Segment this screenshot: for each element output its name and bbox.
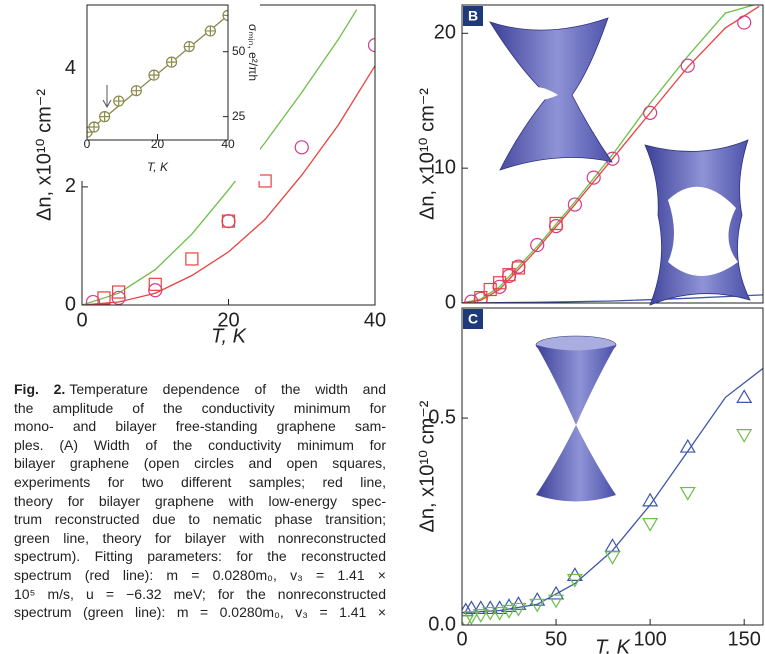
- caption-text: 10⁵ m/s, u = −6.32 meV; for the nonrecon…: [14, 586, 386, 602]
- figure-caption: Fig. 2.Temperature dependence of the wid…: [14, 380, 386, 622]
- x-axis-label: T, K: [595, 636, 631, 654]
- x-tick-label: 20: [151, 137, 165, 151]
- caption-text: Temperature dependence of the width and: [69, 381, 386, 397]
- plot-frame: [462, 308, 763, 625]
- caption-line: spectrum (red line): m = 0.0280m₀, v₃ = …: [14, 566, 386, 585]
- y-tick-label: 4: [65, 57, 76, 79]
- caption-text: bilayer graphene (open circles and open …: [14, 455, 386, 471]
- caption-text: ples. (A) Width of the conductivity mini…: [14, 437, 386, 453]
- caption-text: spectrum (green line): m = 0.0280m₀, v₃ …: [14, 604, 386, 620]
- x-tick-label: 0: [456, 628, 467, 650]
- y-axis-label: Δn, x10¹⁰ cm⁻²: [416, 400, 438, 532]
- caption-line: theory for bilayer graphene with low-ene…: [14, 492, 386, 511]
- y-axis-label: Δn, x10¹⁰ cm⁻²: [416, 88, 438, 220]
- y2-tick-label: 25: [232, 109, 246, 123]
- data-point: [89, 122, 99, 132]
- data-point: [100, 112, 110, 122]
- panel-letter: B: [468, 8, 478, 24]
- y2-axis-label: σₘᵢₙ, e²/πh: [246, 24, 260, 81]
- data-point: [681, 59, 694, 72]
- x-tick-label: 100: [633, 628, 666, 650]
- data-point: [606, 552, 620, 564]
- y-tick-label: 0: [65, 293, 76, 315]
- data-point: [149, 70, 159, 80]
- data-point: [681, 488, 695, 500]
- data-point: [738, 16, 751, 29]
- x-axis-label: T, K: [147, 160, 169, 174]
- data-point: [259, 175, 271, 187]
- caption-line: spectrum (green line): m = 0.0280m₀, v₃ …: [14, 603, 386, 622]
- caption-line: 10⁵ m/s, u = −6.32 meV; for the nonrecon…: [14, 585, 386, 604]
- caption-line: spectrum). Fitting parameters: for the r…: [14, 547, 386, 566]
- data-point: [737, 390, 751, 402]
- y-axis-label: Δn, x10¹⁰ cm⁻²: [33, 89, 55, 221]
- caption-line: ples. (A) Width of the conductivity mini…: [14, 436, 386, 455]
- y-tick-label: 0.0: [428, 613, 456, 635]
- data-point: [184, 42, 194, 52]
- theory-line: [462, 295, 763, 303]
- x-tick-label: 50: [545, 628, 567, 650]
- y2-tick-label: 50: [232, 44, 246, 58]
- x-tick-label: 0: [76, 309, 87, 331]
- caption-text: spectrum (red line): m = 0.0280m₀, v₃ = …: [14, 567, 386, 583]
- caption-line: green line, theory for bilayer with nonr…: [14, 529, 386, 548]
- y-tick-label: 2: [65, 175, 76, 197]
- caption-line: the amplitude of the conductivity minimu…: [14, 399, 386, 418]
- data-point: [737, 430, 751, 442]
- caption-text: experiments for two different samples; r…: [14, 474, 386, 490]
- panel-letter: C: [468, 311, 478, 327]
- caption-line: trum reconstructed due to nematic phase …: [14, 510, 386, 529]
- caption-label: Fig. 2.: [14, 381, 65, 397]
- cone-lower: [536, 425, 616, 502]
- data-point: [295, 141, 308, 154]
- caption-text: spectrum). Fitting parameters: for the r…: [14, 548, 386, 564]
- y-tick-label: 0: [445, 291, 456, 313]
- data-point: [167, 57, 177, 67]
- cone-upper: [536, 345, 616, 425]
- series-group: [459, 368, 763, 627]
- data-point: [222, 215, 235, 228]
- x-axis-label: T, K: [211, 325, 247, 347]
- y-tick-label: 20: [434, 22, 456, 44]
- caption-text: mono- and bilayer free-standing graphene…: [14, 418, 386, 434]
- bilayer-opening: [668, 187, 738, 276]
- data-point: [205, 26, 215, 36]
- caption-text: theory for bilayer graphene with low-ene…: [14, 493, 386, 509]
- illustrations: [490, 18, 750, 502]
- x-tick-label: 150: [728, 628, 761, 650]
- data-point: [131, 86, 141, 96]
- data-point: [114, 96, 124, 106]
- caption-line: experiments for two different samples; r…: [14, 473, 386, 492]
- caption-text: the amplitude of the conductivity minimu…: [14, 400, 386, 416]
- caption-line: mono- and bilayer free-standing graphene…: [14, 417, 386, 436]
- caption-line: bilayer graphene (open circles and open …: [14, 454, 386, 473]
- caption-line: Fig. 2.Temperature dependence of the wid…: [14, 380, 386, 399]
- data-point: [643, 519, 657, 531]
- data-point: [186, 253, 198, 265]
- caption-text: green line, theory for bilayer with nonr…: [14, 530, 386, 546]
- caption-text: trum reconstructed due to nematic phase …: [14, 511, 386, 527]
- page: {"chart_data": [ {"type": "scatter", "pa…: [0, 0, 765, 654]
- x-tick-label: 40: [364, 309, 386, 331]
